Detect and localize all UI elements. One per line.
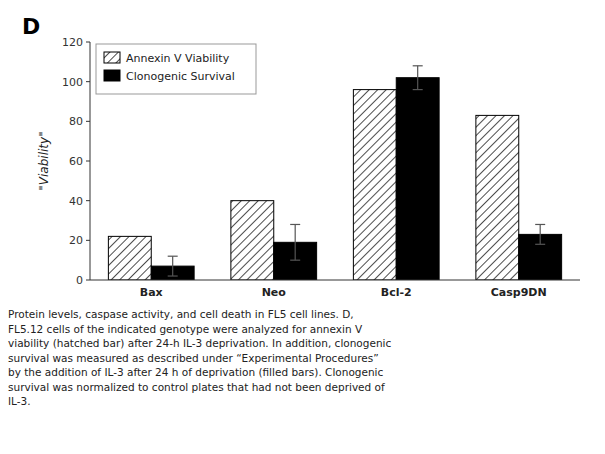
x-tick-label: Neo — [262, 286, 287, 299]
error-cap — [535, 224, 545, 225]
y-tick — [86, 240, 90, 241]
chart: 0 20 40 60 80 100 120 Bax Neo Bcl-2 Casp9DN "Viabil… — [0, 0, 605, 454]
legend-swatch — [104, 70, 120, 81]
legend-label: Annexin V Viability — [126, 52, 230, 65]
error-cap — [290, 260, 300, 261]
legend: Annexin V Viability Clonogenic Survival — [96, 44, 256, 94]
x-tick-label: Bax — [140, 286, 163, 299]
caption-line: Protein levels, caspase activity, and ce… — [8, 308, 354, 320]
error-cap — [413, 89, 423, 90]
bar — [396, 78, 439, 280]
bar — [231, 201, 274, 280]
error-line — [540, 224, 541, 244]
bars — [108, 66, 561, 280]
caption-line: by the addition of IL-3 after 24 h of de… — [8, 366, 384, 378]
bar — [476, 115, 519, 280]
y-tick — [86, 81, 90, 82]
y-tick-label: 60 — [69, 155, 83, 168]
caption-line: survival was normalized to control plate… — [8, 381, 385, 393]
caption-line: survival was measured as described under… — [8, 352, 379, 364]
error-cap — [290, 224, 300, 225]
caption-line: viability (hatched bar) after 24-h IL-3 … — [8, 337, 391, 349]
panel-label: D — [22, 14, 40, 39]
error-bar — [413, 66, 423, 90]
error-bar — [168, 256, 178, 276]
x-axis-line — [90, 280, 580, 281]
caption-line: FL5.12 cells of the indicated genotype w… — [8, 323, 363, 335]
y-tick-label: 0 — [76, 274, 83, 287]
caption-line: IL-3. — [8, 395, 31, 407]
y-tick — [86, 280, 90, 281]
legend-swatch — [104, 52, 120, 63]
x-tick-label: Bcl-2 — [381, 286, 412, 299]
error-bar — [535, 224, 545, 244]
error-cap — [168, 256, 178, 257]
error-cap — [535, 244, 545, 245]
x-tick-label: Casp9DN — [491, 286, 547, 299]
error-cap — [413, 65, 423, 66]
y-tick-label: 120 — [62, 36, 83, 49]
y-tick — [86, 200, 90, 201]
bar — [108, 236, 151, 280]
y-tick — [86, 121, 90, 122]
error-line — [172, 256, 173, 276]
y-axis-label: "Viability" — [37, 131, 51, 190]
error-line — [417, 66, 418, 90]
legend-label: Clonogenic Survival — [126, 70, 235, 83]
error-line — [295, 224, 296, 260]
error-bar — [290, 224, 300, 260]
bar — [353, 90, 396, 280]
legend-frame — [96, 44, 256, 94]
y-tick — [86, 161, 90, 162]
y-tick-label: 40 — [69, 195, 83, 208]
y-tick-label: 20 — [69, 234, 83, 247]
caption: Protein levels, caspase activity, and ce… — [8, 308, 391, 407]
error-cap — [168, 275, 178, 276]
y-tick-label: 80 — [69, 115, 83, 128]
y-tick-label: 100 — [62, 76, 83, 89]
y-tick — [86, 42, 90, 43]
